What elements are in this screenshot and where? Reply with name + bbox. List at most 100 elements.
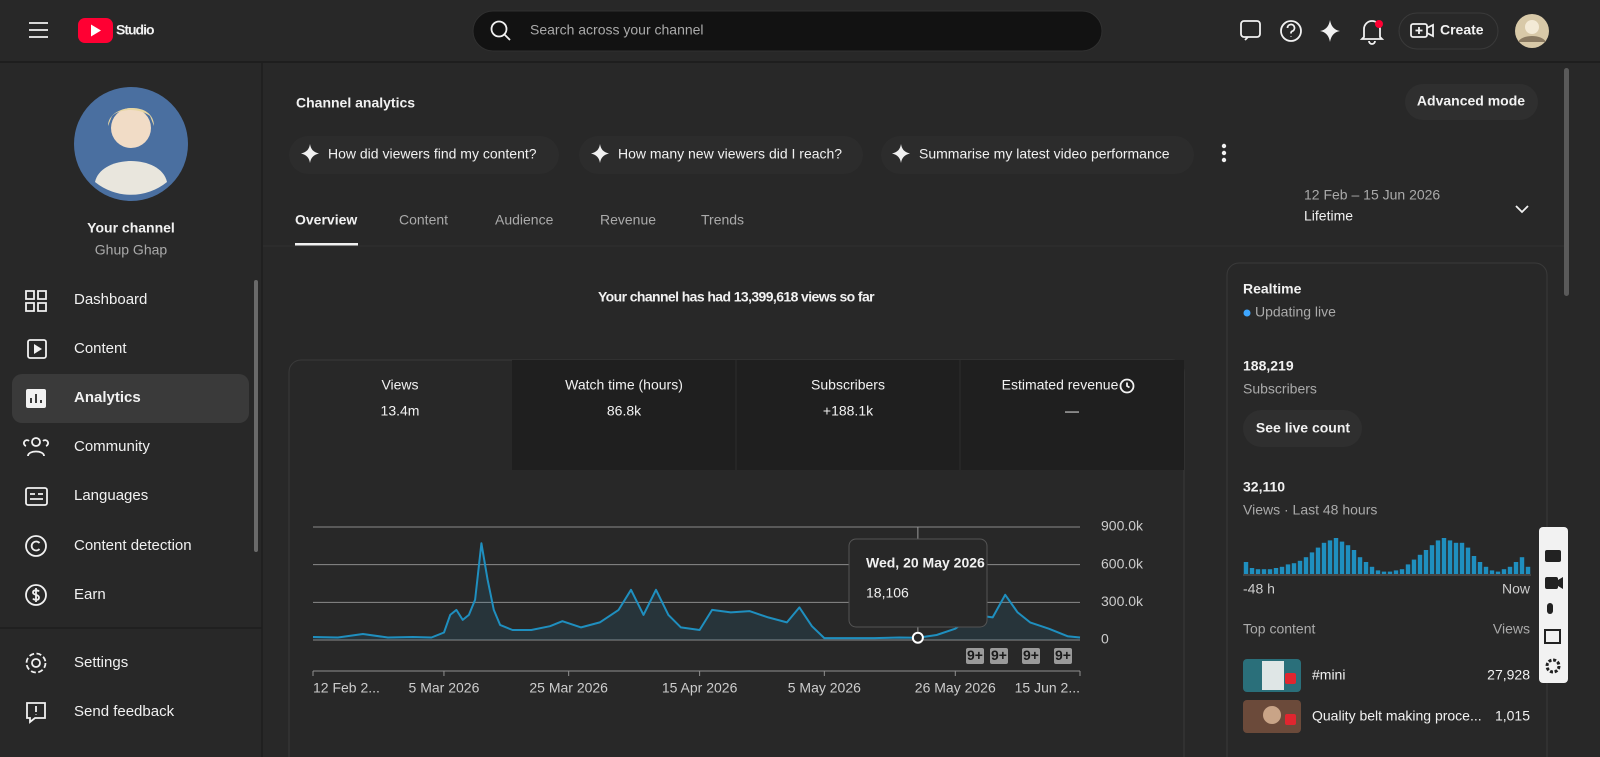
- tab[interactable]: Audience: [495, 212, 554, 228]
- prompt-chip[interactable]: How did viewers find my content?: [289, 136, 559, 174]
- badge-label: 9+: [967, 647, 983, 663]
- nav-active-bg: [12, 374, 249, 423]
- account-button[interactable]: [1515, 14, 1549, 48]
- advanced-mode-button[interactable]: Advanced mode: [1405, 84, 1538, 120]
- nav-item[interactable]: Analytics: [12, 374, 249, 423]
- nav-label: Settings: [74, 654, 128, 671]
- channel-title: Your channel: [87, 220, 175, 236]
- create-bg: [1398, 12, 1499, 50]
- prompt-icon: [591, 144, 609, 163]
- help-icon-mark: [1286, 23, 1296, 37]
- realtime-subscribers: 188,219: [1243, 358, 1294, 374]
- prompt-bg: [881, 136, 1194, 174]
- x-tick-label: 5 May 2026: [788, 680, 861, 696]
- community-icon-people: [23, 439, 49, 457]
- x-tick-label: 15 Jun 2...: [1015, 680, 1080, 696]
- bar: [1321, 542, 1327, 574]
- bar: [1417, 554, 1423, 574]
- create-button[interactable]: Create: [1398, 12, 1499, 50]
- search-placeholder: Search across your channel: [530, 22, 704, 38]
- see-live-button[interactable]: See live count: [1243, 410, 1362, 447]
- channel-avatar[interactable]: [74, 87, 188, 201]
- bar: [1483, 566, 1489, 574]
- account-avatar-face: [1525, 20, 1539, 34]
- realtime-title: Realtime: [1243, 281, 1302, 297]
- tab[interactable]: Trends: [701, 212, 744, 228]
- clock-icon: [1119, 378, 1135, 394]
- badge[interactable]: 9+: [966, 647, 984, 664]
- nav-label: Content detection: [74, 537, 192, 554]
- top-content-item[interactable]: #mini 27,928: [1243, 659, 1530, 692]
- bar: [1453, 542, 1459, 574]
- mic-tool[interactable]: [1547, 603, 1553, 614]
- assistant-button[interactable]: [1240, 20, 1261, 41]
- bar: [1327, 540, 1333, 574]
- search-box[interactable]: Search across your channel: [472, 10, 1103, 52]
- account-avatar-body: [1518, 36, 1546, 42]
- bar: [1429, 545, 1435, 574]
- nav-item[interactable]: Settings: [25, 652, 129, 674]
- badge[interactable]: 9+: [990, 647, 1008, 664]
- date-picker[interactable]: 12 Feb – 15 Jun 2026 Lifetime: [1304, 187, 1529, 224]
- nav-label: Dashboard: [74, 291, 147, 308]
- more-dot: [1221, 150, 1227, 156]
- screenshot-tool[interactable]: [1545, 550, 1561, 562]
- bar: [1273, 568, 1279, 574]
- metric-tabs-bg: [512, 360, 1184, 470]
- tab[interactable]: Content: [399, 212, 448, 228]
- bar: [1267, 569, 1273, 574]
- help-icon: [1280, 20, 1302, 42]
- bar: [1507, 566, 1513, 574]
- settings-icon-gear: [25, 652, 47, 674]
- metric-tab[interactable]: Views 13.4m: [381, 377, 420, 419]
- community-icon: [31, 437, 41, 447]
- record-tool[interactable]: [1545, 577, 1558, 589]
- prompt-label: Summarise my latest video performance: [919, 146, 1170, 162]
- more-button[interactable]: [1221, 143, 1227, 163]
- earn-icon-dollar: [32, 588, 40, 602]
- badge-bg: [1022, 648, 1040, 664]
- headline: Your channel has had 13,399,618 views so…: [598, 289, 875, 305]
- metric-value: +188.1k: [823, 403, 874, 419]
- nav-item[interactable]: Dashboard: [25, 290, 147, 312]
- search-icon-handle: [503, 33, 511, 41]
- metric-tab[interactable]: Watch time (hours) 86.8k: [565, 377, 683, 419]
- metric-tab[interactable]: Subscribers +188.1k: [811, 377, 885, 419]
- shorts-icon: [1285, 714, 1296, 725]
- bar: [1519, 557, 1525, 574]
- window-tool[interactable]: [1544, 629, 1561, 644]
- bar: [1447, 540, 1453, 574]
- thumbnail-detail: [1262, 661, 1284, 690]
- bar: [1261, 569, 1267, 574]
- top-content-item[interactable]: Quality belt making proce... 1,015: [1243, 700, 1530, 733]
- prompt-chip[interactable]: Summarise my latest video performance: [881, 136, 1194, 174]
- logo[interactable]: Studio: [78, 18, 155, 43]
- y-tick-label: 300.0k: [1101, 593, 1144, 609]
- bar: [1339, 541, 1345, 574]
- nav-item[interactable]: Content detection: [25, 535, 192, 557]
- prompt-chip[interactable]: How many new viewers did I reach?: [579, 136, 863, 174]
- menu-button[interactable]: [29, 22, 48, 38]
- gemini-button[interactable]: [1320, 20, 1340, 42]
- nav-item[interactable]: Send feedback: [26, 702, 175, 724]
- nav-item[interactable]: Languages: [25, 487, 148, 506]
- badge[interactable]: 9+: [1022, 647, 1040, 664]
- tab[interactable]: Revenue: [600, 212, 656, 228]
- badge-bg: [966, 648, 984, 664]
- tooltip-value: 18,106: [866, 585, 909, 601]
- bar: [1411, 559, 1417, 574]
- x-tick-label: 5 Mar 2026: [409, 680, 480, 696]
- bar: [1369, 566, 1375, 574]
- nav-item[interactable]: Community: [23, 437, 150, 457]
- notifications-button[interactable]: [1359, 20, 1385, 45]
- tab[interactable]: Overview: [295, 212, 357, 228]
- tooltip-title: Wed, 20 May 2026: [866, 555, 985, 571]
- nav-item[interactable]: Earn: [25, 584, 106, 606]
- nav-item[interactable]: Content: [27, 339, 127, 359]
- metric-value: —: [1065, 403, 1079, 419]
- badge[interactable]: 9+: [1054, 647, 1072, 664]
- settings-tool[interactable]: [1545, 658, 1561, 674]
- metric-tab[interactable]: Estimated revenue —: [1002, 377, 1135, 419]
- help-button[interactable]: [1280, 20, 1302, 42]
